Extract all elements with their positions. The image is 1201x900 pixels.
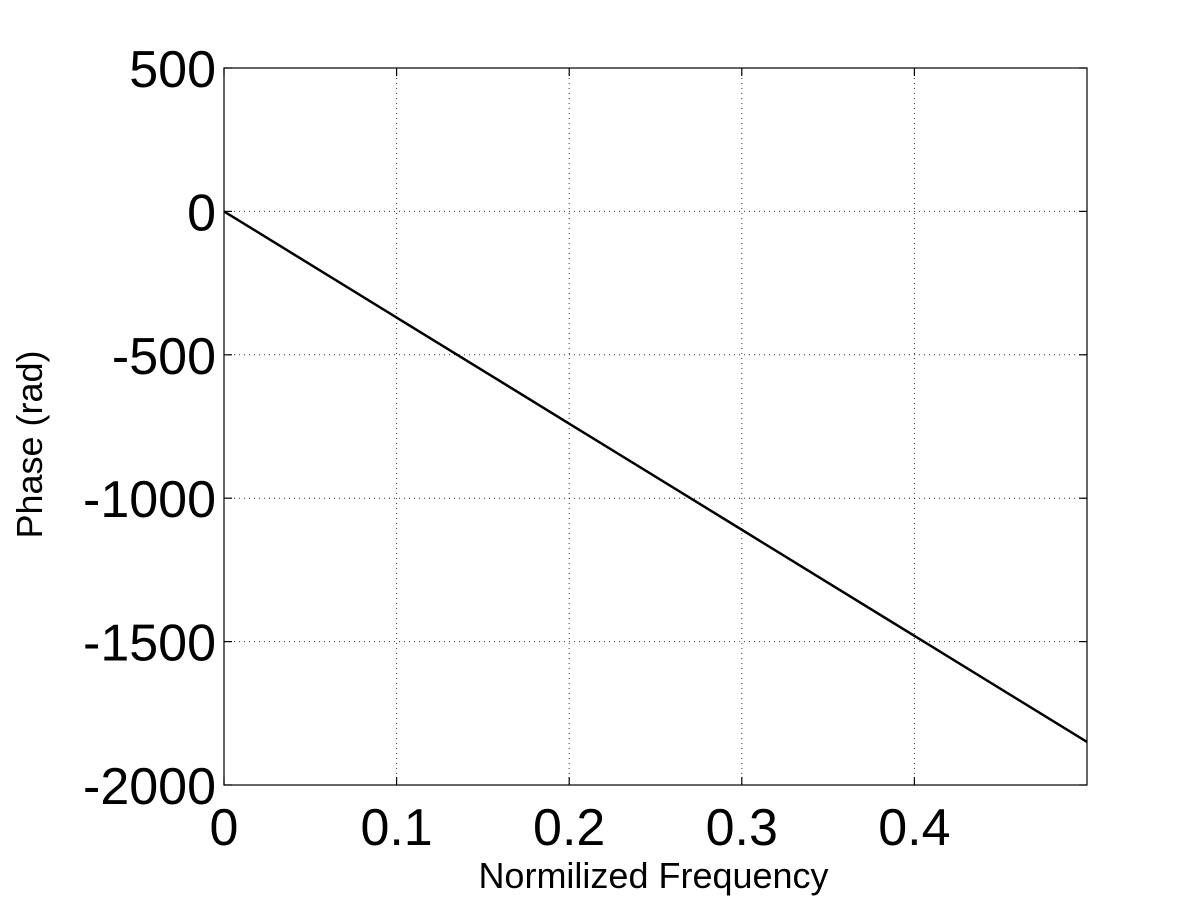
- y-tick-label: -500: [112, 328, 216, 386]
- y-tick-label: -1000: [83, 471, 216, 529]
- y-tick-labels: 500 0 -500 -1000 -1500 -2000: [83, 41, 216, 816]
- grid: [224, 68, 1087, 785]
- plot-area-frame: [223, 67, 1088, 786]
- series-layer: [223, 210, 1088, 744]
- y-tick-label: 500: [129, 41, 216, 99]
- x-tick-label: 0.3: [706, 799, 778, 857]
- y-tick-label: 0: [187, 184, 216, 242]
- x-tick-labels: 0 0.1 0.2 0.3 0.4: [210, 799, 951, 857]
- y-tick-label: -1500: [83, 615, 216, 673]
- x-tick-label: 0: [210, 799, 239, 857]
- x-tick-label: 0.1: [360, 799, 432, 857]
- x-tick-label: 0.2: [533, 799, 605, 857]
- x-axis-label: Normilized Frequency: [478, 855, 828, 896]
- y-tick-label: -2000: [83, 758, 216, 816]
- tick-marks: [223, 67, 1087, 786]
- x-tick-label: 0.4: [878, 799, 950, 857]
- y-axis-label: Phase (rad): [9, 350, 50, 538]
- series-line: [223, 210, 1088, 744]
